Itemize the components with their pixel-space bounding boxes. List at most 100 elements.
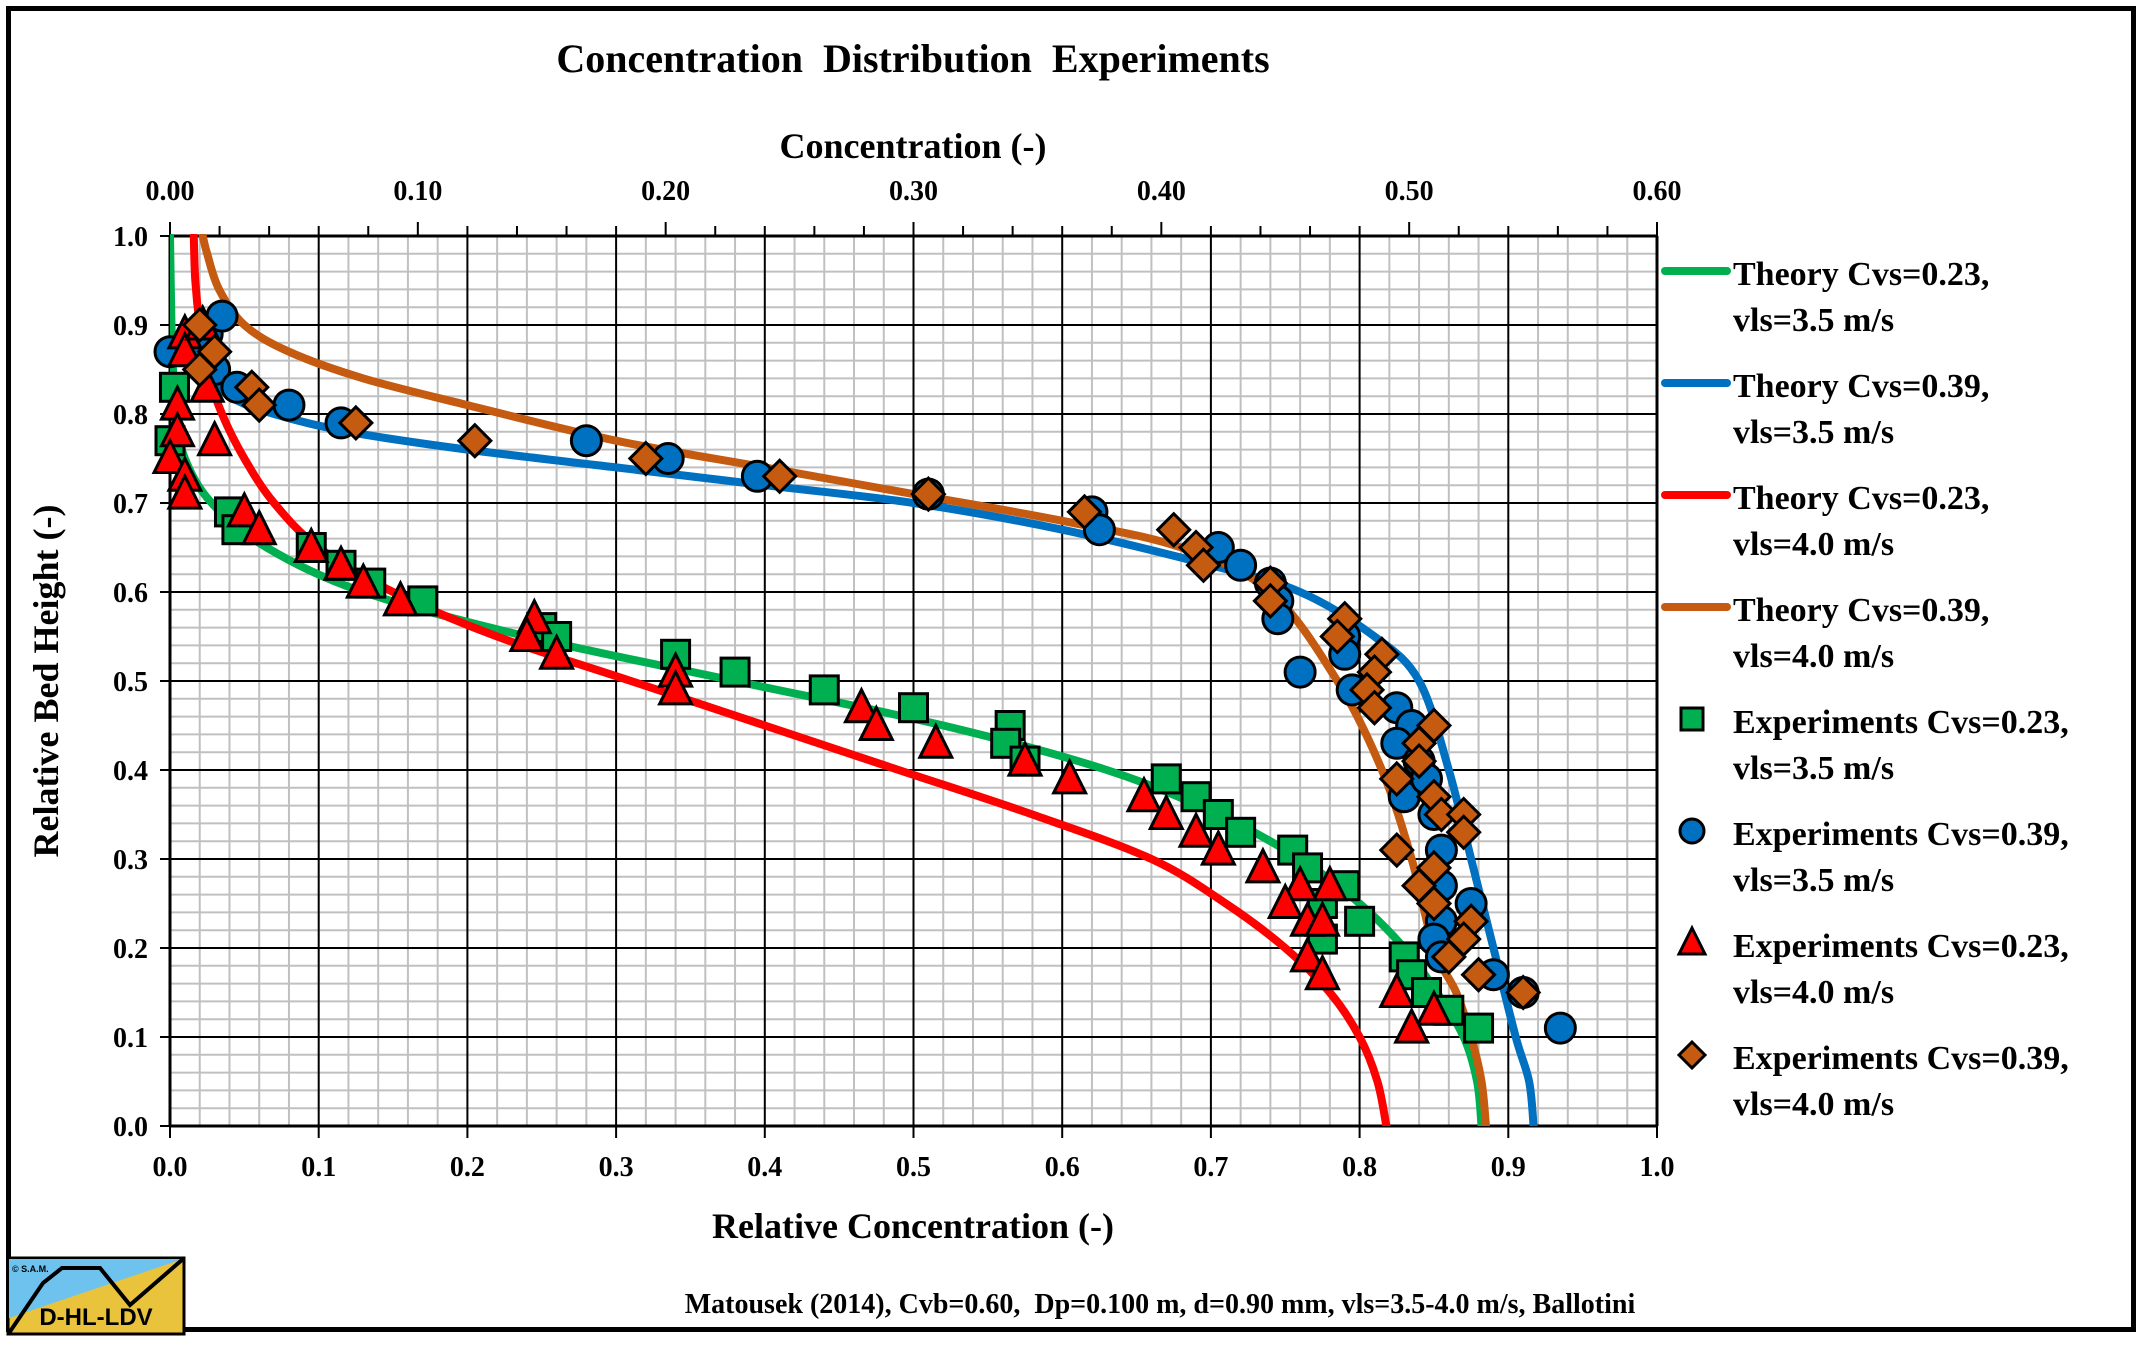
legend-label-line2: vls=4.0 m/s xyxy=(1733,974,1894,1011)
legend-label-line2: vls=3.5 m/s xyxy=(1733,750,1894,787)
x2-tick-label: 0.00 xyxy=(146,176,195,207)
data-point-circle xyxy=(272,388,306,422)
x-tick-label: 0.7 xyxy=(1193,1152,1228,1183)
y-tick-label: 0.5 xyxy=(113,667,148,698)
data-point-diamond xyxy=(761,458,798,495)
data-point-diamond xyxy=(1356,689,1393,726)
data-point-square xyxy=(1463,1012,1495,1044)
legend-label-line2: vls=4.0 m/s xyxy=(1733,526,1894,563)
legend-label-line1: Theory Cvs=0.23, xyxy=(1733,256,1989,293)
data-point-triangle xyxy=(1289,935,1326,973)
x-tick-label: 0.3 xyxy=(599,1152,634,1183)
x-tick-label: 0.9 xyxy=(1491,1152,1526,1183)
data-point-triangle xyxy=(196,419,234,457)
data-point-square xyxy=(1202,799,1234,830)
data-point-diamond xyxy=(627,440,664,477)
data-point-triangle xyxy=(1415,988,1453,1026)
data-point-triangle xyxy=(344,561,382,599)
data-point-diamond xyxy=(1378,760,1415,798)
data-point-triangle xyxy=(166,472,204,510)
data-point-diamond xyxy=(181,306,218,344)
legend-label-line1: Experiments Cvs=0.23, xyxy=(1733,928,2069,965)
x2-tick-label: 0.40 xyxy=(1137,176,1186,207)
tick-labels: 0.0 0.1 0.2 0.3 0.4 0.5 0.6 0.7 0.8 0.9 1.00.00.10… xyxy=(113,176,1682,1183)
data-point-diamond xyxy=(1400,742,1438,780)
data-point-circle xyxy=(1224,548,1258,582)
data-point-square xyxy=(1150,763,1182,795)
data-point-triangle xyxy=(857,704,895,741)
legend-label-line1: Theory Cvs=0.23, xyxy=(1733,480,1989,517)
data-point-diamond xyxy=(1066,493,1103,531)
x-tick-label: 0.5 xyxy=(896,1152,931,1183)
legend-marker-circle xyxy=(1678,817,1706,845)
y-tick-label: 0.2 xyxy=(113,934,148,965)
data-point-diamond xyxy=(337,404,374,442)
data-point-square xyxy=(808,674,840,706)
data-point-triangle xyxy=(1051,757,1089,795)
experiment-markers xyxy=(151,299,1577,1045)
x2-axis-label: Concentration (-) xyxy=(780,126,1047,166)
data-point-triangle xyxy=(240,508,278,546)
y-tick-label: 0.4 xyxy=(113,756,148,787)
legend-item-experiment-3: Experiments Cvs=0.23, vls=4.0 m/s xyxy=(1676,924,2069,1011)
legend-label-line2: vls=3.5 m/s xyxy=(1733,862,1894,899)
y-tick-label: 0.6 xyxy=(113,578,148,609)
data-point-triangle xyxy=(1311,864,1349,902)
x-tick-label: 0.8 xyxy=(1342,1152,1377,1183)
data-point-circle xyxy=(569,424,603,458)
data-point-diamond xyxy=(910,475,947,513)
x2-tick-label: 0.50 xyxy=(1385,176,1434,207)
data-point-triangle xyxy=(1125,775,1163,813)
logo-text: D-HL-LDV xyxy=(39,1304,152,1331)
x-tick-label: 0.4 xyxy=(747,1152,782,1183)
data-point-diamond xyxy=(1185,547,1222,584)
data-point-diamond xyxy=(1505,974,1542,1011)
legend-label-line2: vls=4.0 m/s xyxy=(1733,638,1894,675)
data-point-triangle xyxy=(1393,1006,1431,1044)
data-point-diamond xyxy=(1415,885,1453,922)
legend-item-theory-3: Theory Cvs=0.23, vls=4.0 m/s xyxy=(1661,480,1989,563)
legend-label-line1: Experiments Cvs=0.23, xyxy=(1733,704,2069,741)
data-point-triangle xyxy=(917,721,955,759)
legend-item-experiment-1: Experiments Cvs=0.23, vls=3.5 m/s xyxy=(1679,704,2069,787)
data-point-triangle xyxy=(843,686,880,724)
legend-label-line1: Experiments Cvs=0.39, xyxy=(1733,1040,2069,1077)
logo: © S.A.M. D-HL-LDV xyxy=(6,1256,186,1336)
data-point-triangle xyxy=(225,490,263,528)
data-point-triangle xyxy=(1303,899,1341,937)
x-tick-label: 0.1 xyxy=(301,1152,336,1183)
data-point-square xyxy=(898,692,929,724)
y-tick-label: 0.1 xyxy=(113,1023,148,1054)
x-tick-label: 0.2 xyxy=(450,1152,485,1183)
data-point-circle xyxy=(1543,1011,1577,1045)
series-triangle-points xyxy=(151,303,1453,1044)
legend-marker-square xyxy=(1679,706,1705,732)
data-point-triangle xyxy=(1199,828,1237,866)
x2-tick-label: 0.60 xyxy=(1633,176,1682,207)
data-point-square xyxy=(1344,905,1376,937)
data-point-diamond xyxy=(241,386,278,424)
legend-label-line2: vls=3.5 m/s xyxy=(1733,414,1894,451)
data-point-triangle xyxy=(159,410,196,448)
y-tick-label: 1.0 xyxy=(113,222,148,253)
data-point-triangle xyxy=(151,437,189,474)
data-point-triangle xyxy=(1006,739,1044,777)
data-point-triangle xyxy=(538,632,576,670)
data-point-triangle xyxy=(1177,810,1215,848)
legend-item-theory-2: Theory Cvs=0.39, vls=3.5 m/s xyxy=(1661,368,1989,451)
y-tick-label: 0.0 xyxy=(113,1112,148,1143)
y-tick-label: 0.9 xyxy=(113,311,148,342)
data-point-triangle xyxy=(382,579,419,617)
data-point-triangle xyxy=(1378,971,1416,1008)
data-point-diamond xyxy=(1460,956,1497,993)
series-diamond-points xyxy=(181,306,1542,1011)
data-point-triangle xyxy=(292,526,330,563)
data-point-triangle xyxy=(1147,793,1185,830)
data-point-diamond xyxy=(1252,582,1289,620)
x-axis-label: Relative Concentration (-) xyxy=(712,1206,1114,1246)
legend-label-line1: Experiments Cvs=0.39, xyxy=(1733,816,2069,853)
data-point-triangle xyxy=(322,543,360,581)
data-point-square xyxy=(719,656,751,688)
